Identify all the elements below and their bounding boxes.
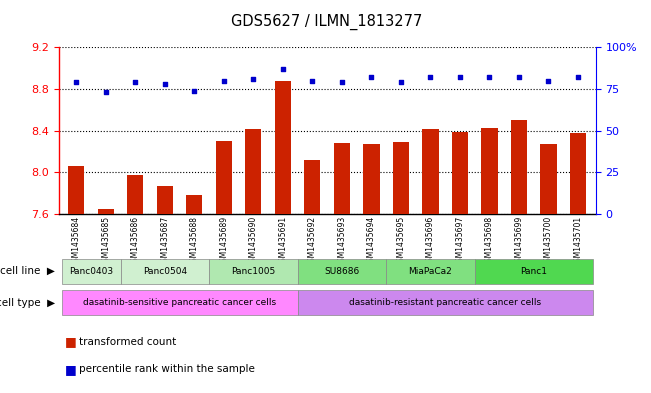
Text: transformed count: transformed count bbox=[79, 337, 176, 347]
Text: GDS5627 / ILMN_1813277: GDS5627 / ILMN_1813277 bbox=[232, 14, 422, 30]
Point bbox=[396, 79, 406, 85]
Bar bbox=[304, 160, 320, 214]
Bar bbox=[215, 141, 232, 214]
Bar bbox=[298, 259, 386, 284]
Bar bbox=[68, 166, 85, 214]
Point bbox=[454, 74, 465, 81]
Bar bbox=[475, 259, 592, 284]
Text: percentile rank within the sample: percentile rank within the sample bbox=[79, 364, 255, 375]
Point bbox=[130, 79, 141, 85]
Text: ■: ■ bbox=[65, 335, 77, 349]
Point bbox=[101, 89, 111, 95]
Text: Panc0504: Panc0504 bbox=[143, 267, 187, 275]
Bar bbox=[363, 144, 380, 214]
Text: Panc0403: Panc0403 bbox=[69, 267, 113, 275]
Point bbox=[248, 76, 258, 82]
Bar bbox=[452, 132, 468, 214]
Point bbox=[278, 66, 288, 72]
Text: Panc1: Panc1 bbox=[520, 267, 547, 275]
Bar bbox=[386, 259, 475, 284]
Point bbox=[189, 87, 200, 94]
Point bbox=[573, 74, 583, 81]
Bar bbox=[393, 142, 409, 214]
Bar bbox=[157, 186, 173, 214]
Point bbox=[307, 77, 318, 84]
Point bbox=[219, 77, 229, 84]
Point bbox=[425, 74, 436, 81]
Point bbox=[159, 81, 170, 87]
Bar bbox=[98, 209, 114, 214]
Bar bbox=[62, 259, 120, 284]
Bar bbox=[209, 259, 298, 284]
Point bbox=[337, 79, 347, 85]
Bar bbox=[120, 259, 209, 284]
Bar bbox=[186, 195, 202, 214]
Bar bbox=[298, 290, 592, 315]
Bar bbox=[570, 133, 586, 214]
Bar bbox=[334, 143, 350, 214]
Point bbox=[366, 74, 376, 81]
Bar bbox=[511, 120, 527, 214]
Text: dasatinib-resistant pancreatic cancer cells: dasatinib-resistant pancreatic cancer ce… bbox=[349, 298, 541, 307]
Text: dasatinib-sensitive pancreatic cancer cells: dasatinib-sensitive pancreatic cancer ce… bbox=[83, 298, 276, 307]
Text: ■: ■ bbox=[65, 363, 77, 376]
Bar bbox=[540, 144, 557, 214]
Text: Panc1005: Panc1005 bbox=[231, 267, 275, 275]
Point bbox=[484, 74, 495, 81]
Text: cell line  ▶: cell line ▶ bbox=[1, 266, 55, 276]
Text: MiaPaCa2: MiaPaCa2 bbox=[409, 267, 452, 275]
Bar bbox=[127, 174, 143, 214]
Text: SU8686: SU8686 bbox=[324, 267, 359, 275]
Bar bbox=[275, 81, 291, 214]
Bar bbox=[481, 128, 497, 214]
Point bbox=[543, 77, 553, 84]
Point bbox=[71, 79, 81, 85]
Text: cell type  ▶: cell type ▶ bbox=[0, 298, 55, 308]
Point bbox=[514, 74, 524, 81]
Bar bbox=[62, 290, 298, 315]
Bar bbox=[422, 129, 439, 214]
Bar bbox=[245, 129, 262, 214]
